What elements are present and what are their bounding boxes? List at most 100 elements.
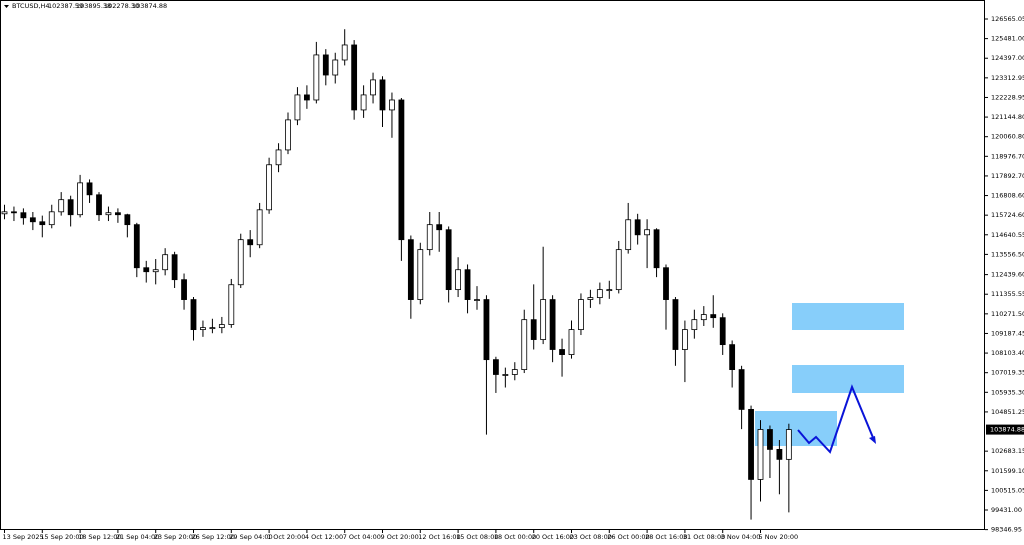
y-tick-label: 104851.25	[991, 408, 1024, 416]
y-tick-label: 126565.05	[991, 15, 1024, 23]
candle-body	[700, 314, 707, 321]
candle-body	[143, 267, 150, 273]
x-tick-label: 18 Oct 00:00	[494, 533, 536, 541]
y-tick-label: 115724.60	[991, 211, 1024, 219]
y-tick-label: 109187.45	[991, 329, 1024, 337]
last-price-box	[986, 424, 1024, 435]
candle-body	[133, 224, 140, 269]
candle-body	[530, 319, 537, 340]
candle-body	[644, 229, 650, 236]
candle-body	[39, 221, 46, 226]
candle-body	[124, 214, 131, 226]
candle-body	[322, 54, 329, 76]
candle-body	[11, 211, 17, 214]
header-close: 103874.88	[132, 2, 167, 10]
x-tick-label: 28 Oct 16:00	[645, 533, 687, 541]
candle-body	[625, 219, 632, 251]
candle-body	[568, 329, 575, 355]
y-tick-label: 98346.95	[991, 526, 1022, 534]
y-tick-label: 114640.55	[991, 231, 1024, 239]
candles	[1, 29, 792, 520]
header-open: 102387.59	[48, 2, 83, 10]
candle-body	[719, 317, 726, 346]
candle-body	[1, 211, 8, 215]
zone	[792, 303, 904, 330]
candle-body	[615, 249, 622, 291]
candle-body	[370, 79, 376, 96]
candle-body	[190, 299, 197, 331]
candle-body	[48, 211, 55, 226]
candle-body	[455, 269, 462, 291]
candle-body	[171, 254, 178, 281]
candle-body	[578, 299, 584, 331]
candle-body	[710, 314, 717, 319]
y-tick-label: 116808.60	[991, 192, 1024, 200]
x-tick-label: 15 Sep 20:00	[40, 533, 83, 541]
candle-body	[587, 297, 594, 300]
candle-body	[303, 94, 310, 101]
y-tick-label: 105935.30	[991, 388, 1024, 396]
candle-body	[738, 369, 745, 410]
x-tick-label: 9 Oct 20:00	[381, 533, 419, 541]
candle-body	[86, 182, 93, 196]
candle-body	[67, 199, 74, 216]
x-tick-label: 7 Oct 04:00	[343, 533, 381, 541]
y-tick-label: 101599.10	[991, 467, 1024, 475]
candle-body	[549, 299, 556, 350]
y-tick-label: 113556.50	[991, 250, 1024, 258]
candle-body	[105, 212, 112, 216]
y-tick-label: 120060.80	[991, 133, 1024, 141]
x-tick-label: 31 Oct 08:00	[683, 533, 725, 541]
forecast-arrowhead	[869, 436, 876, 444]
candle-body	[96, 194, 102, 216]
candle-body	[426, 224, 433, 251]
candle-body	[748, 409, 754, 480]
y-tick-label: 108103.40	[991, 349, 1024, 357]
candle-body	[767, 429, 773, 450]
x-tick-label: 29 Sep 04:00	[229, 533, 272, 541]
y-tick-label: 110271.50	[991, 310, 1024, 318]
header-symbol: BTCUSD,H4	[12, 2, 50, 10]
candle-body	[58, 199, 65, 213]
x-tick-label: 3 Nov 04:00	[721, 533, 761, 541]
candle-body	[360, 94, 367, 111]
candle-body	[162, 254, 169, 271]
x-tick-label: 12 Oct 16:00	[418, 533, 460, 541]
candle-body	[559, 349, 565, 355]
candle-body	[606, 289, 613, 292]
candle-body	[313, 54, 320, 101]
last-price-label: 103874.88	[990, 426, 1024, 434]
y-tick-label: 118976.70	[991, 152, 1024, 160]
candle-body	[483, 299, 490, 361]
y-tick-label: 112439.60	[991, 271, 1024, 279]
candle-body	[682, 329, 688, 350]
y-tick-label: 117892.70	[991, 172, 1024, 180]
candle-body	[256, 209, 263, 246]
x-tick-label: 1 Oct 20:00	[267, 533, 305, 541]
candle-body	[672, 299, 679, 350]
candle-body	[785, 429, 792, 460]
y-tick-label: 124397.00	[991, 54, 1024, 62]
plot-frame	[0, 0, 985, 530]
candle-body	[417, 249, 424, 300]
x-tick-label: 5 Nov 20:00	[759, 533, 799, 541]
y-tick-label: 102683.15	[991, 447, 1024, 455]
x-tick-label: 4 Oct 12:00	[305, 533, 343, 541]
candle-body	[474, 299, 480, 301]
candle-body	[228, 284, 235, 325]
candle-body	[663, 267, 669, 300]
candle-body	[332, 59, 339, 76]
candle-body	[511, 369, 518, 375]
candle-body	[285, 119, 291, 151]
y-tick-label: 125481.00	[991, 35, 1024, 43]
header-high: 103895.38	[76, 2, 111, 10]
candle-body	[379, 79, 386, 111]
candle-body	[351, 44, 358, 111]
candle-body	[209, 327, 216, 330]
candle-body	[407, 239, 414, 300]
candle-body	[445, 229, 452, 291]
candle-body	[776, 449, 783, 460]
x-tick-label: 26 Oct 00:00	[607, 533, 649, 541]
candle-body	[757, 429, 764, 480]
candle-body	[634, 219, 641, 236]
